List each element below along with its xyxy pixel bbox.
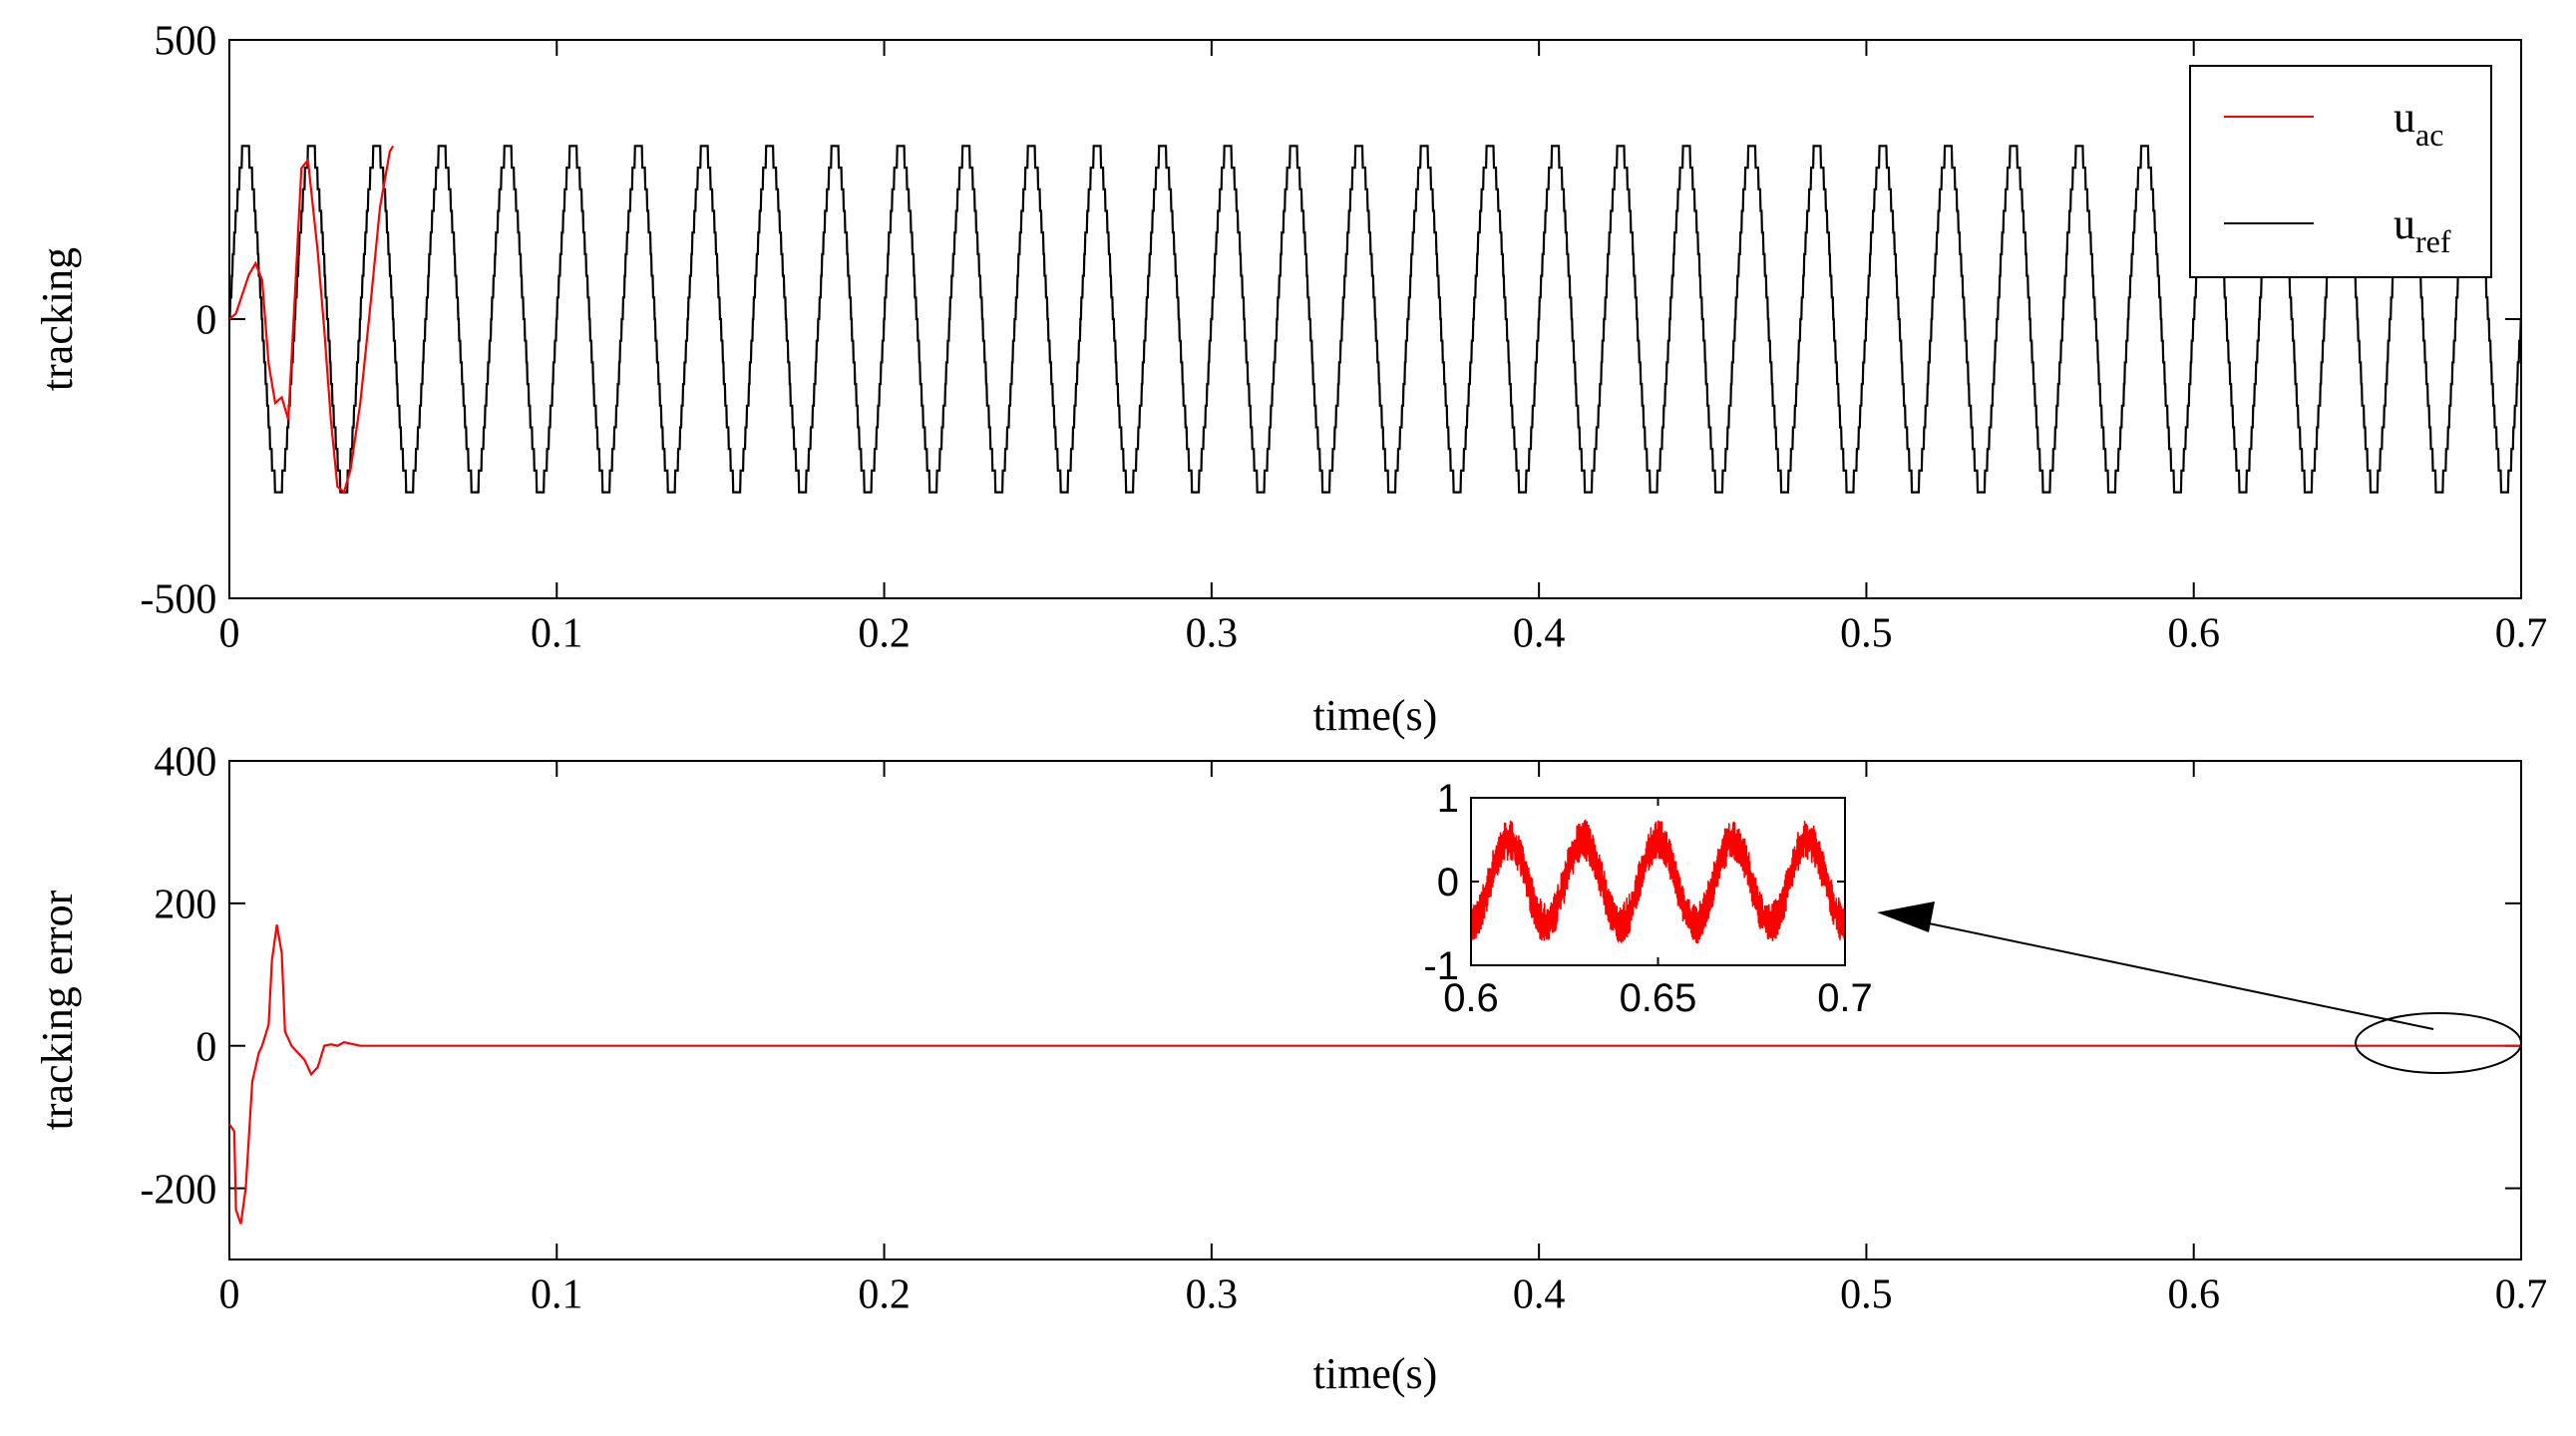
tracking-error-plot-ytick-label: -200 [140,1167,216,1213]
tracking-plot-xtick-label: 0 [219,610,240,656]
tracking-error-plot-xtick-label: 0 [219,1271,240,1317]
tracking-error-plot-ytick-label: 200 [154,883,216,928]
legend-uac-label: uac [2393,93,2443,153]
inset-error-line [1470,819,1846,944]
legend-box [2189,65,2492,278]
tracking-plot-ytick-label: 0 [195,298,216,344]
tracking-plot-ytick-label: 500 [154,19,216,65]
legend-uac-main: u [2393,93,2415,142]
tracking-error-plot-ytick-label: 0 [195,1024,216,1070]
tracking-error-plot-ytick-label: 400 [154,740,216,786]
tracking-error-plot-xtick-label: 0.3 [1186,1271,1239,1317]
tracking-plot-ylabel: tracking [33,247,82,391]
series-uac-line [228,145,395,495]
tracking-plot-xtick-label: 0.7 [2495,610,2548,656]
inset-ytick-label: -1 [1423,944,1459,988]
tracking-plot-xlabel: time(s) [1313,691,1438,740]
legend-uref-label: uref [2393,199,2451,259]
inset-zoom-plot: 0.6 0.65 0.7 -1 0 1 [1423,777,1872,1020]
series-tracking-error-line [228,924,2521,1225]
tracking-error-plot-xtick-label: 0.5 [1840,1271,1893,1317]
tracking-error-plot-xtick-label: 0.4 [1513,1271,1566,1317]
inset-xtick-label: 0.7 [1817,976,1873,1020]
inset-ytick-label: 0 [1437,861,1459,904]
series-uref-line [228,145,2522,494]
tracking-plot-xtick-label: 0.2 [858,610,911,656]
zoom-arrow-head [1877,901,1935,932]
legend: uac uref [2189,65,2492,278]
tracking-error-plot: 0 0.1 0.2 0.3 0.4 0.5 0.6 0.7 -200 0 200 400 track… [33,740,2547,1398]
tracking-error-plot-xtick-label: 0.6 [2167,1271,2220,1317]
inset-yticks: -1 0 1 [1423,777,1845,988]
tracking-plot-xtick-label: 0.4 [1513,610,1566,656]
zoom-region-ellipse [2355,1012,2522,1074]
tracking-error-plot-ylabel: tracking error [33,890,82,1130]
tracking-error-plot-xticks: 0 0.1 0.2 0.3 0.4 0.5 0.6 0.7 [219,761,2548,1317]
tracking-plot-yticks: -500 0 500 [140,19,2521,623]
legend-uref-main: u [2393,199,2415,248]
zoom-arrow-line [1909,918,2434,1030]
tracking-error-plot-xtick-label: 0.7 [2495,1271,2548,1317]
inset-xticks: 0.6 0.65 0.7 [1443,798,1873,1020]
tracking-plot-xticks: 0 0.1 0.2 0.3 0.4 0.5 0.6 0.7 [219,40,2548,656]
tracking-plot-xtick-label: 0.6 [2167,610,2220,656]
inset-xtick-label: 0.6 [1443,976,1499,1020]
tracking-error-plot-yticks: -200 0 200 400 [140,740,2521,1213]
tracking-plot-xtick-label: 0.1 [531,610,583,656]
tracking-plot-xtick-label: 0.3 [1186,610,1239,656]
tracking-error-plot-frame [228,760,2522,1260]
inset-xtick-label: 0.65 [1620,976,1697,1020]
tracking-plot-xtick-label: 0.5 [1840,610,1893,656]
tracking-error-plot-xtick-label: 0.2 [858,1271,911,1317]
tracking-error-plot-xtick-label: 0.1 [531,1271,583,1317]
tracking-plot-ytick-label: -500 [140,577,216,623]
legend-uac-sub: ac [2415,117,2443,153]
tracking-error-plot-xlabel: time(s) [1313,1349,1438,1398]
inset-ytick-label: 1 [1437,777,1459,821]
legend-uref-sub: ref [2415,223,2451,259]
